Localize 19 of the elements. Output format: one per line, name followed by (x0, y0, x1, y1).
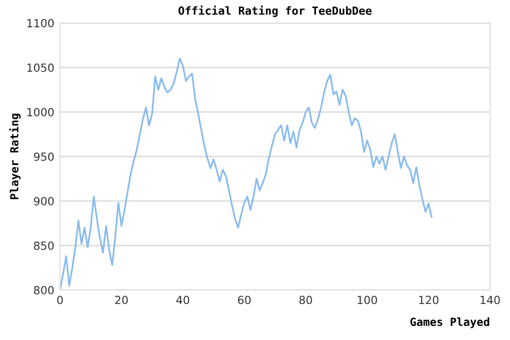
x-tick-label: 140 (480, 296, 500, 304)
x-tick-label: 40 (176, 296, 190, 304)
x-axis-title: Games Played (410, 317, 490, 328)
y-tick-label: 1100 (27, 18, 54, 28)
x-tick-label: 0 (57, 296, 63, 304)
y-axis-title: Player Rating (9, 114, 21, 200)
chart-title: Official Rating for TeeDubDee (178, 6, 372, 17)
y-tick-label: 900 (34, 196, 54, 206)
y-tick-label: 1000 (27, 108, 54, 116)
y-tick-label: 800 (34, 286, 54, 294)
x-tick-label: 120 (419, 296, 438, 304)
y-tick-label: 850 (34, 241, 54, 250)
y-tick-label: 950 (34, 152, 54, 161)
line-series (60, 58, 432, 290)
y-tick-label: 1050 (27, 63, 54, 72)
x-tick-label: 100 (358, 296, 378, 304)
x-tick-label: 60 (238, 296, 251, 304)
x-tick-label: 80 (299, 296, 312, 304)
x-tick-label: 20 (115, 296, 128, 304)
